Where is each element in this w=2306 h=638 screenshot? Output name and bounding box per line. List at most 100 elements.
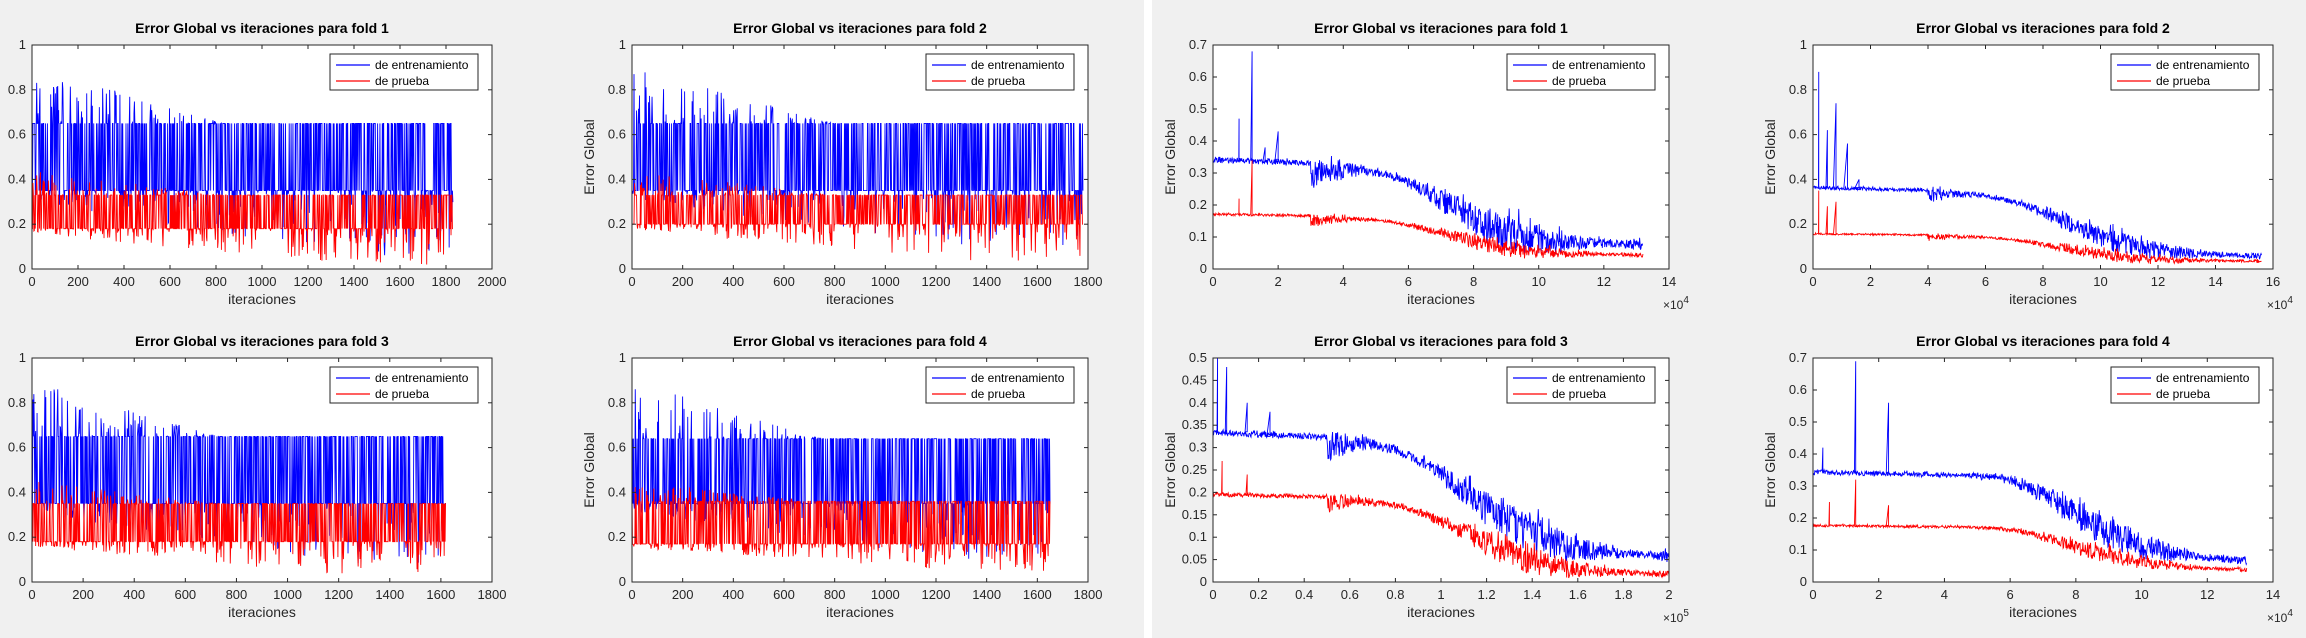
- x-tick-label: 1400: [972, 274, 1001, 289]
- chart-title: Error Global vs iteraciones para fold 3: [1314, 333, 1568, 349]
- y-tick-label: 0.5: [1189, 350, 1207, 365]
- x-tick-label: 200: [67, 274, 89, 289]
- y-tick-label: 0.2: [1189, 197, 1207, 212]
- x-tick-label: 2: [1275, 274, 1282, 289]
- y-tick-label: 0.25: [1182, 462, 1207, 477]
- chart-left-r0c1: 0 200 400 600 800 1000 1200 1400 1600 1800 0 0.2 0.4…: [581, 20, 1102, 307]
- x-tick-label: 14: [2266, 587, 2280, 602]
- axes-box: [31, 357, 493, 583]
- series-line-entrenamiento: [32, 82, 454, 256]
- legend-entry-label: de prueba: [1552, 387, 1606, 401]
- x-axis-label: iteraciones: [228, 291, 296, 307]
- y-tick-label: 0.2: [1789, 216, 1807, 231]
- legend-box: [1506, 366, 1656, 404]
- x-exponent-label: ×104: [2267, 608, 2293, 625]
- series-line-prueba: [32, 172, 453, 265]
- y-tick-label: 0: [1200, 574, 1207, 589]
- x-tick-label: 0: [28, 587, 35, 602]
- y-tick-label: 0.2: [608, 529, 626, 544]
- x-tick-label: 1600: [386, 274, 415, 289]
- y-tick-label: 0.6: [608, 127, 626, 142]
- y-tick-label: 0.2: [1189, 484, 1207, 499]
- x-tick-label: 2: [1867, 274, 1874, 289]
- y-tick-label: 0: [19, 261, 26, 276]
- y-tick-label: 0.2: [8, 216, 26, 231]
- y-tick-label: 0.2: [608, 216, 626, 231]
- x-axis-label: iteraciones: [826, 291, 894, 307]
- legend-box: [2110, 53, 2260, 91]
- x-tick-label: 1.6: [1569, 587, 1587, 602]
- axes-box: [1212, 44, 1670, 270]
- series-line-prueba: [1813, 190, 2262, 265]
- legend-entry-label: de entrenamiento: [2156, 371, 2250, 385]
- x-tick-label: 1200: [294, 274, 323, 289]
- chart-right-r0c1: 0 2 4 6 8 10 12 14 16 0 0.2 0.4 0.6 0.8 1 ×104 Error Glo…: [1762, 20, 2293, 312]
- x-tick-label: 1800: [1074, 274, 1103, 289]
- x-tick-label: 1800: [1074, 587, 1103, 602]
- x-tick-label: 10: [2134, 587, 2148, 602]
- x-tick-label: 1800: [478, 587, 507, 602]
- x-tick-label: 1600: [426, 587, 455, 602]
- x-tick-label: 1: [1437, 587, 1444, 602]
- legend: de entrenamiento de prueba: [1506, 366, 1656, 404]
- series-line-prueba: [1813, 479, 2248, 573]
- x-tick-label: 200: [672, 587, 694, 602]
- y-axis-label: Error Global: [1762, 432, 1778, 507]
- legend-entry-label: de entrenamiento: [375, 371, 469, 385]
- y-tick-label: 0.4: [1789, 446, 1807, 461]
- chart-title: Error Global vs iteraciones para fold 2: [733, 20, 987, 36]
- y-tick-label: 0.4: [8, 484, 26, 499]
- x-tick-label: 400: [722, 587, 744, 602]
- x-tick-label: 1400: [340, 274, 369, 289]
- x-axis-label: iteraciones: [2009, 604, 2077, 620]
- y-tick-label: 0: [1800, 261, 1807, 276]
- x-tick-label: 0.6: [1341, 587, 1359, 602]
- x-tick-label: 800: [226, 587, 248, 602]
- y-tick-label: 0.05: [1182, 552, 1207, 567]
- y-tick-label: 0.4: [1189, 133, 1207, 148]
- x-tick-label: 1.2: [1478, 587, 1496, 602]
- y-tick-label: 0.45: [1182, 372, 1207, 387]
- x-tick-label: 600: [159, 274, 181, 289]
- x-tick-label: 6: [1982, 274, 1989, 289]
- x-tick-label: 1.8: [1614, 587, 1632, 602]
- y-tick-label: 0: [1200, 261, 1207, 276]
- x-tick-label: 1200: [324, 587, 353, 602]
- y-tick-label: 0.3: [1789, 478, 1807, 493]
- y-tick-label: 0.8: [1789, 82, 1807, 97]
- legend-entry-label: de prueba: [375, 387, 429, 401]
- chart-title: Error Global vs iteraciones para fold 4: [1916, 333, 2170, 349]
- legend-box: [2110, 366, 2260, 404]
- legend: de entrenamiento de prueba: [2110, 53, 2260, 91]
- axes-box: [1812, 357, 2274, 583]
- series-line-prueba: [632, 487, 1051, 571]
- legend: de entrenamiento de prueba: [329, 53, 479, 91]
- y-tick-label: 0.2: [1789, 510, 1807, 525]
- x-tick-label: 800: [824, 587, 846, 602]
- x-tick-label: 0.8: [1386, 587, 1404, 602]
- y-tick-label: 1: [19, 37, 26, 52]
- x-tick-label: 1000: [248, 274, 277, 289]
- x-tick-label: 0: [28, 274, 35, 289]
- x-tick-label: 8: [2072, 587, 2079, 602]
- legend-entry-label: de prueba: [1552, 74, 1606, 88]
- y-tick-label: 0.8: [608, 395, 626, 410]
- y-axis-label: Error Global: [581, 119, 597, 194]
- chart-title: Error Global vs iteraciones para fold 1: [1314, 20, 1568, 36]
- series-line-prueba: [1213, 461, 1669, 579]
- chart-title: Error Global vs iteraciones para fold 3: [135, 333, 389, 349]
- y-tick-label: 0.6: [1789, 127, 1807, 142]
- x-axis-label: iteraciones: [228, 604, 296, 620]
- legend: de entrenamiento de prueba: [1506, 53, 1656, 91]
- y-axis-label: Error Global: [1762, 119, 1778, 194]
- x-tick-label: 14: [2208, 274, 2222, 289]
- x-axis-label: iteraciones: [2009, 291, 2077, 307]
- y-tick-label: 0.1: [1789, 542, 1807, 557]
- x-tick-label: 400: [113, 274, 135, 289]
- legend-entry-label: de entrenamiento: [971, 58, 1065, 72]
- chart-title: Error Global vs iteraciones para fold 2: [1916, 20, 2170, 36]
- x-axis-label: iteraciones: [1407, 291, 1475, 307]
- x-axis-label: iteraciones: [1407, 604, 1475, 620]
- y-tick-label: 0.6: [608, 440, 626, 455]
- y-tick-label: 0.4: [608, 484, 626, 499]
